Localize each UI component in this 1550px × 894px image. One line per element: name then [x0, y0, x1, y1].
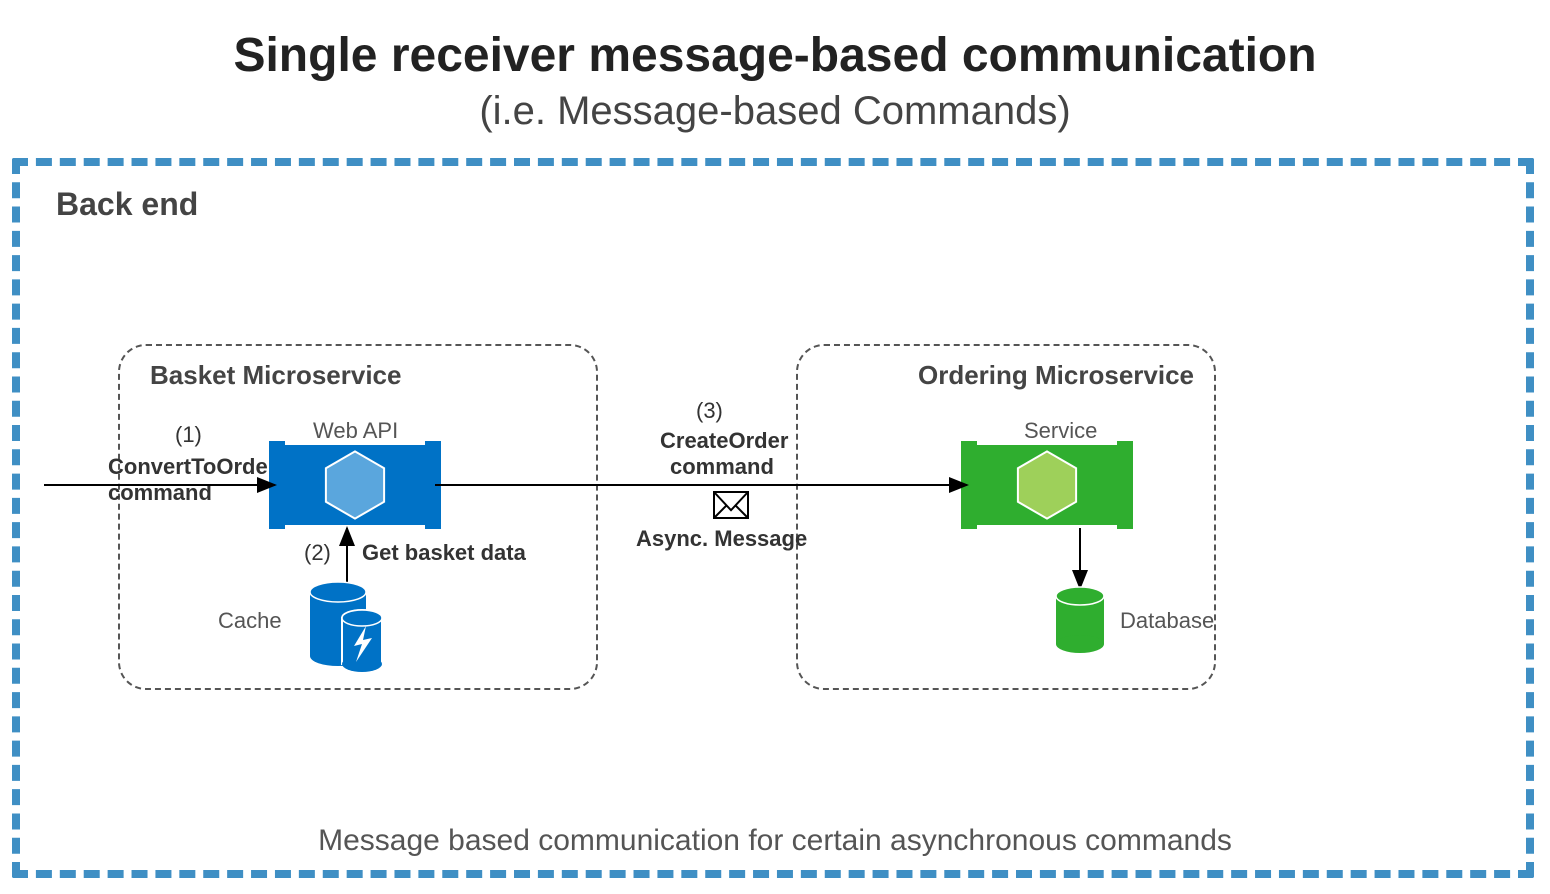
step3-number: (3) [696, 398, 723, 424]
ordering-title: Ordering Microservice [918, 360, 1194, 391]
step1-line2: command [108, 480, 212, 506]
step1-line1: ConvertToOrder [108, 454, 276, 480]
backend-label: Back end [56, 186, 198, 223]
footer-caption: Message based communication for certain … [0, 824, 1550, 858]
title-main: Single receiver message-based communicat… [0, 28, 1550, 83]
database-label: Database [1120, 608, 1214, 634]
step3-async: Async. Message [636, 526, 807, 552]
webapi-label: Web API [313, 418, 398, 444]
step3-line1: CreateOrder [660, 428, 788, 454]
step2-number: (2) [304, 540, 331, 566]
basket-title: Basket Microservice [150, 360, 401, 391]
cache-label: Cache [218, 608, 282, 634]
step2-text: Get basket data [362, 540, 526, 566]
step1-number: (1) [175, 422, 202, 448]
step3-line2: command [670, 454, 774, 480]
service-label: Service [1024, 418, 1097, 444]
title-block: Single receiver message-based communicat… [0, 0, 1550, 134]
ordering-microservice-box [796, 344, 1216, 690]
title-subtitle: (i.e. Message-based Commands) [0, 89, 1550, 134]
basket-microservice-box [118, 344, 598, 690]
